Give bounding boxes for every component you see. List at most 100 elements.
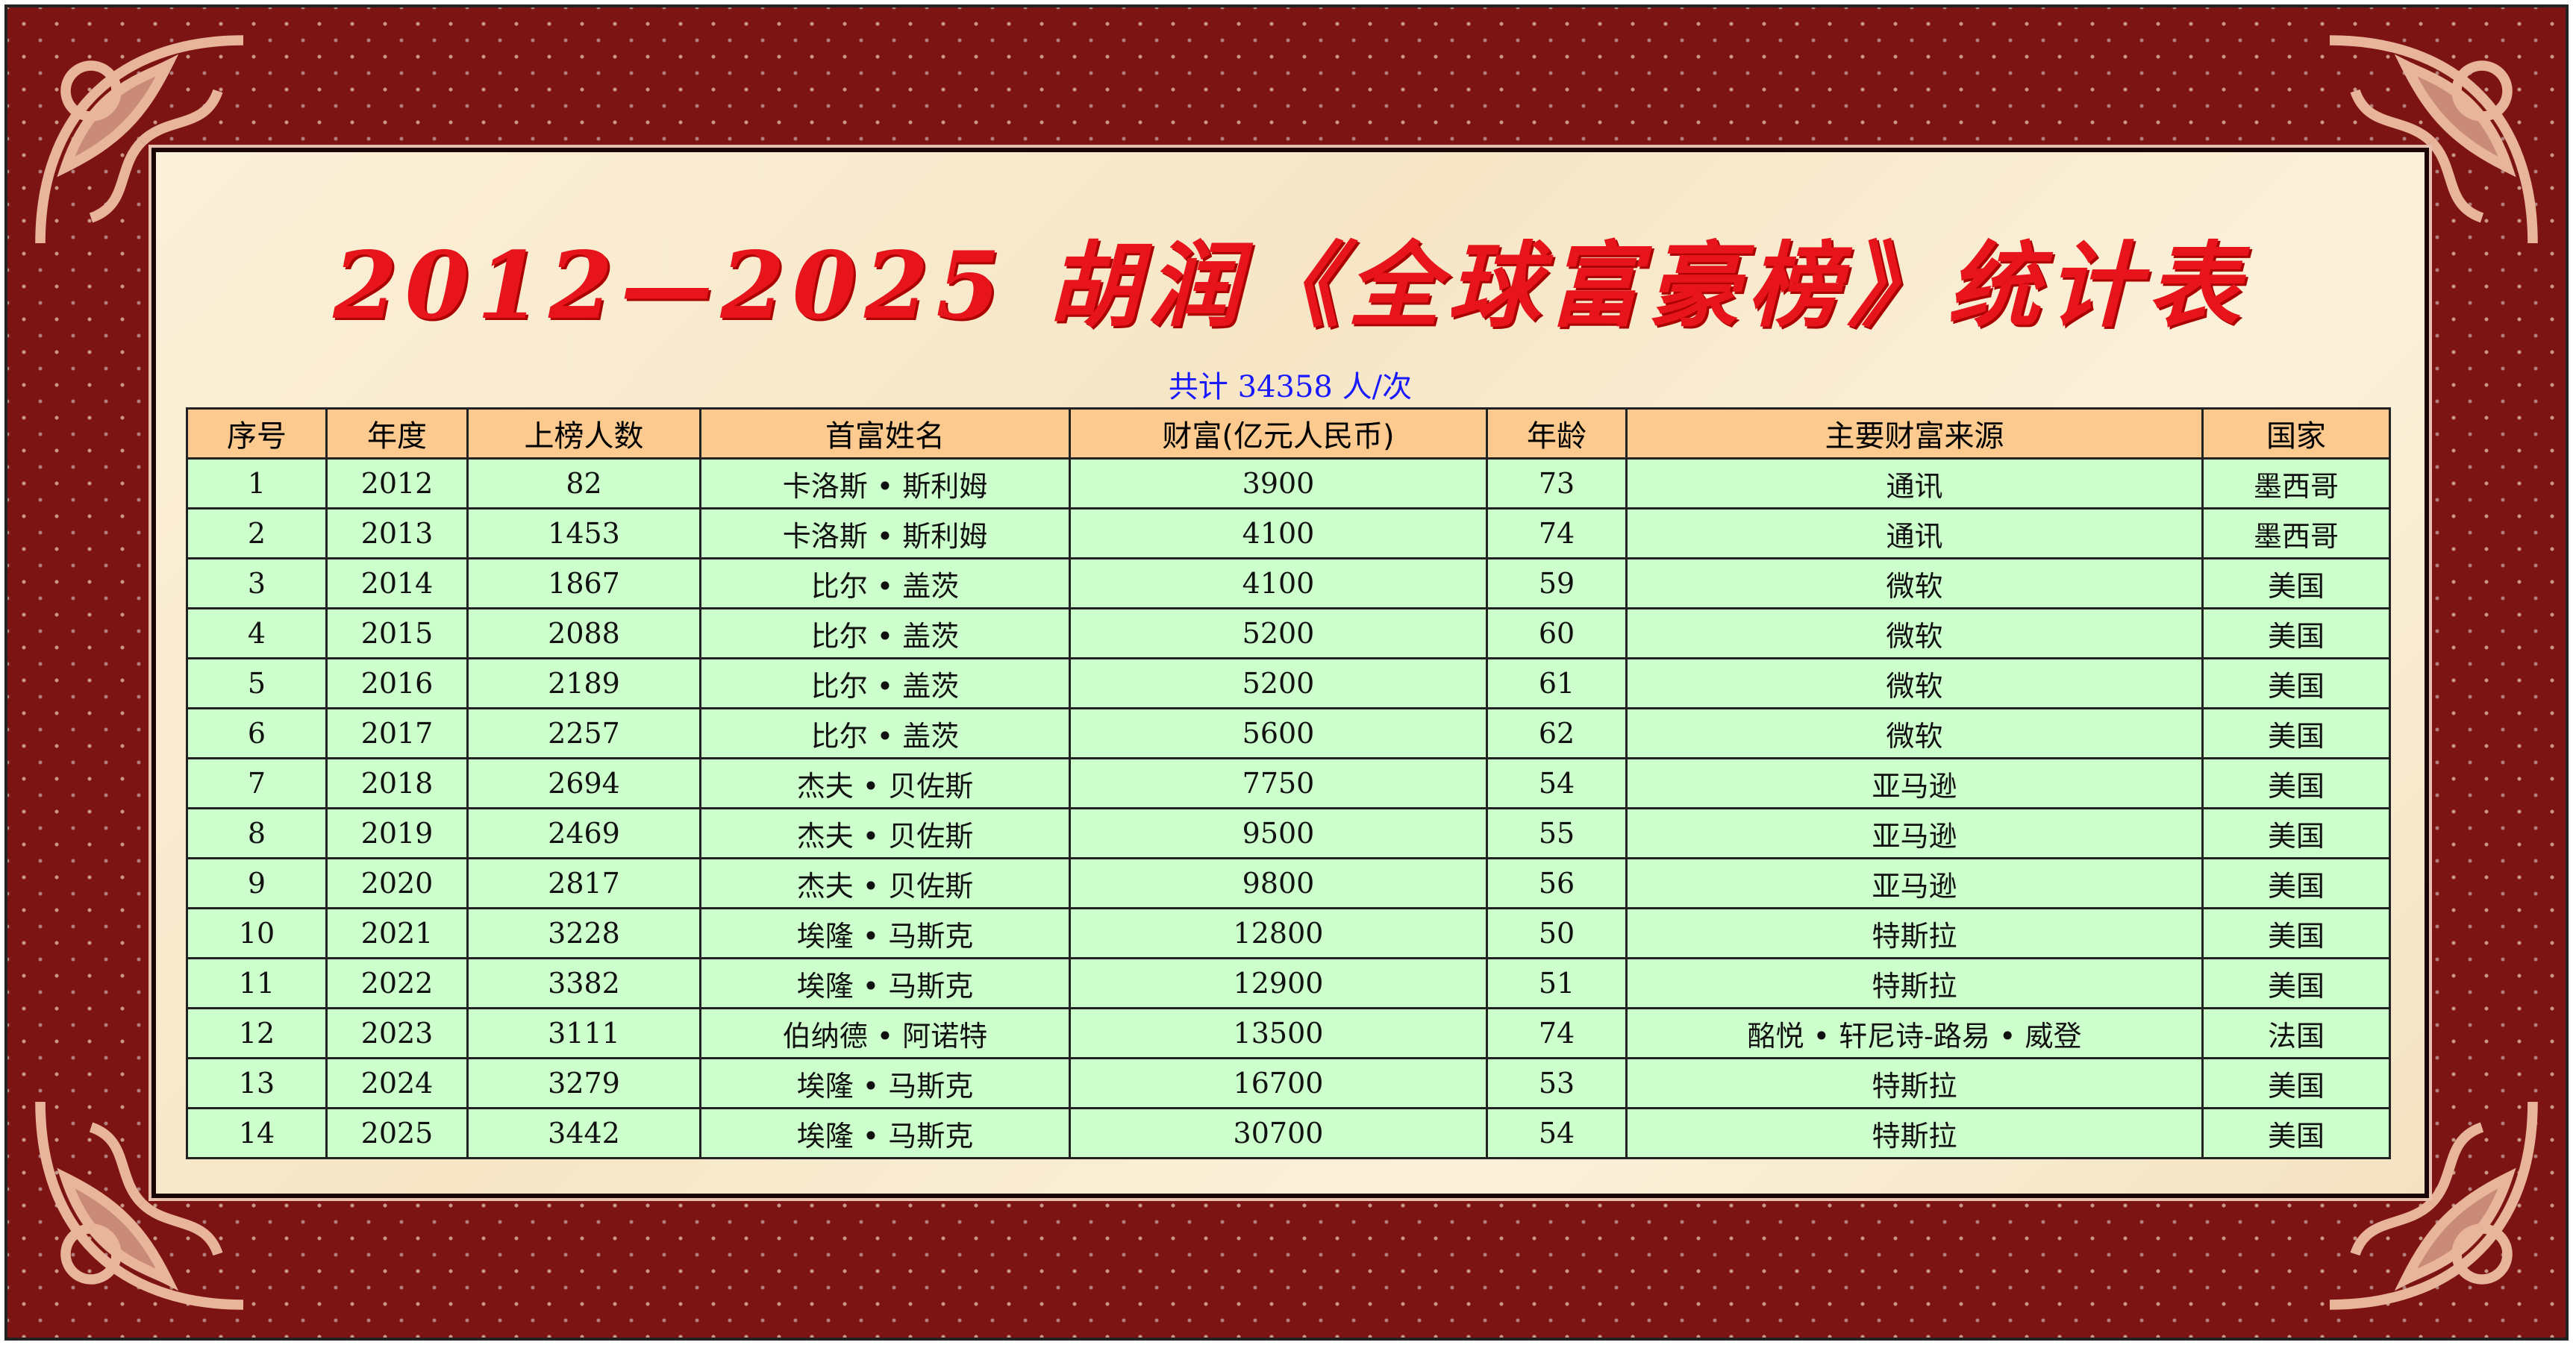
cell-col-count: 1867 — [466, 557, 701, 609]
cell-col-year: 2020 — [325, 857, 469, 909]
header-col-year: 年度 — [325, 407, 469, 460]
cell-col-age: 53 — [1486, 1057, 1628, 1109]
cell-col-year: 2024 — [325, 1057, 469, 1109]
corner-ornament-icon — [15, 15, 269, 269]
cell-col-wealth: 5200 — [1069, 607, 1488, 659]
cell-col-index: 3 — [186, 557, 328, 609]
cell-col-richest-name: 卡洛斯 • 斯利姆 — [699, 507, 1071, 559]
cell-col-age: 74 — [1486, 1007, 1628, 1059]
cell-col-index: 8 — [186, 807, 328, 859]
table-row: 10 2021 3228 埃隆 • 马斯克 12800 50 特斯拉 美国 — [186, 907, 2391, 959]
cell-col-age: 73 — [1486, 457, 1628, 510]
cell-col-age: 59 — [1486, 557, 1628, 609]
cell-col-year: 2022 — [325, 957, 469, 1009]
cell-col-year: 2016 — [325, 657, 469, 709]
corner-ornament-icon — [2304, 1076, 2558, 1330]
cell-col-source: 酩悦 • 轩尼诗-路易 • 威登 — [1625, 1007, 2204, 1059]
table-row: 1 2012 82 卡洛斯 • 斯利姆 3900 73 通讯 墨西哥 — [186, 457, 2391, 510]
cell-col-country: 美国 — [2201, 957, 2391, 1009]
cell-col-count: 3111 — [466, 1007, 701, 1059]
cell-col-richest-name: 卡洛斯 • 斯利姆 — [699, 457, 1071, 510]
cell-col-year: 2021 — [325, 907, 469, 959]
cell-col-age: 61 — [1486, 657, 1628, 709]
cell-col-age: 56 — [1486, 857, 1628, 909]
cell-col-source: 特斯拉 — [1625, 907, 2204, 959]
cell-col-source: 亚马逊 — [1625, 757, 2204, 809]
cell-col-wealth: 13500 — [1069, 1007, 1488, 1059]
table-row: 4 2015 2088 比尔 • 盖茨 5200 60 微软 美国 — [186, 607, 2391, 659]
cell-col-richest-name: 埃隆 • 马斯克 — [699, 957, 1071, 1009]
cell-col-count: 3382 — [466, 957, 701, 1009]
cell-col-wealth: 16700 — [1069, 1057, 1488, 1109]
table-row: 6 2017 2257 比尔 • 盖茨 5600 62 微软 美国 — [186, 707, 2391, 759]
cell-col-count: 3442 — [466, 1107, 701, 1159]
cell-col-count: 2189 — [466, 657, 701, 709]
cell-col-count: 3228 — [466, 907, 701, 959]
cell-col-age: 51 — [1486, 957, 1628, 1009]
cell-col-age: 50 — [1486, 907, 1628, 959]
cell-col-country: 美国 — [2201, 807, 2391, 859]
cell-col-richest-name: 比尔 • 盖茨 — [699, 657, 1071, 709]
cell-col-richest-name: 比尔 • 盖茨 — [699, 607, 1071, 659]
cell-col-country: 美国 — [2201, 1057, 2391, 1109]
cell-col-index: 4 — [186, 607, 328, 659]
cell-col-index: 14 — [186, 1107, 328, 1159]
header-col-count: 上榜人数 — [466, 407, 701, 460]
cell-col-richest-name: 比尔 • 盖茨 — [699, 557, 1071, 609]
header-col-index: 序号 — [186, 407, 328, 460]
cell-col-index: 13 — [186, 1057, 328, 1109]
cell-col-wealth: 12900 — [1069, 957, 1488, 1009]
cell-col-count: 2469 — [466, 807, 701, 859]
cell-col-index: 7 — [186, 757, 328, 809]
cell-col-age: 54 — [1486, 1107, 1628, 1159]
cell-col-index: 2 — [186, 507, 328, 559]
corner-ornament-icon — [2304, 15, 2558, 269]
cell-col-age: 55 — [1486, 807, 1628, 859]
cell-col-richest-name: 比尔 • 盖茨 — [699, 707, 1071, 759]
table-row: 14 2025 3442 埃隆 • 马斯克 30700 54 特斯拉 美国 — [186, 1107, 2391, 1159]
cell-col-index: 6 — [186, 707, 328, 759]
cell-col-index: 9 — [186, 857, 328, 909]
cell-col-age: 54 — [1486, 757, 1628, 809]
cell-col-wealth: 12800 — [1069, 907, 1488, 959]
cell-col-count: 2088 — [466, 607, 701, 659]
cell-col-index: 11 — [186, 957, 328, 1009]
table-row: 12 2023 3111 伯纳德 • 阿诺特 13500 74 酩悦 • 轩尼诗-路易 • … — [186, 1007, 2391, 1059]
cell-col-source: 微软 — [1625, 707, 2204, 759]
cell-col-index: 5 — [186, 657, 328, 709]
cell-col-richest-name: 杰夫 • 贝佐斯 — [699, 857, 1071, 909]
cell-col-year: 2015 — [325, 607, 469, 659]
cell-col-year: 2019 — [325, 807, 469, 859]
page-title: 2012—2025 胡润《全球富豪榜》统计表 — [333, 232, 2248, 340]
cell-col-count: 3279 — [466, 1057, 701, 1109]
cell-col-richest-name: 伯纳德 • 阿诺特 — [699, 1007, 1071, 1059]
table-row: 9 2020 2817 杰夫 • 贝佐斯 9800 56 亚马逊 美国 — [186, 857, 2391, 909]
corner-ornament-icon — [15, 1076, 269, 1330]
rich-list-table: 序号 年度 上榜人数 首富姓名 财富(亿元人民币) 年龄 主要财富来源 国家 1 2012 82 卡… — [186, 407, 2391, 1159]
cell-col-source: 通讯 — [1625, 507, 2204, 559]
cell-col-index: 1 — [186, 457, 328, 510]
cell-col-year: 2013 — [325, 507, 469, 559]
cell-col-count: 2257 — [466, 707, 701, 759]
cell-col-country: 法国 — [2201, 1007, 2391, 1059]
cell-col-wealth: 7750 — [1069, 757, 1488, 809]
cell-col-count: 1453 — [466, 507, 701, 559]
cell-col-source: 微软 — [1625, 557, 2204, 609]
cell-col-year: 2012 — [325, 457, 469, 510]
cell-col-country: 美国 — [2201, 757, 2391, 809]
cell-col-source: 微软 — [1625, 607, 2204, 659]
cell-col-wealth: 9500 — [1069, 807, 1488, 859]
cell-col-source: 特斯拉 — [1625, 957, 2204, 1009]
cell-col-country: 墨西哥 — [2201, 457, 2391, 510]
header-col-source: 主要财富来源 — [1625, 407, 2204, 460]
cell-col-source: 特斯拉 — [1625, 1057, 2204, 1109]
cell-col-country: 美国 — [2201, 857, 2391, 909]
table-row: 2 2013 1453 卡洛斯 • 斯利姆 4100 74 通讯 墨西哥 — [186, 507, 2391, 559]
cell-col-source: 亚马逊 — [1625, 807, 2204, 859]
cell-col-richest-name: 埃隆 • 马斯克 — [699, 1057, 1071, 1109]
table-row: 8 2019 2469 杰夫 • 贝佐斯 9500 55 亚马逊 美国 — [186, 807, 2391, 859]
cell-col-country: 美国 — [2201, 607, 2391, 659]
cell-col-richest-name: 杰夫 • 贝佐斯 — [699, 757, 1071, 809]
table-row: 13 2024 3279 埃隆 • 马斯克 16700 53 特斯拉 美国 — [186, 1057, 2391, 1109]
cell-col-year: 2025 — [325, 1107, 469, 1159]
